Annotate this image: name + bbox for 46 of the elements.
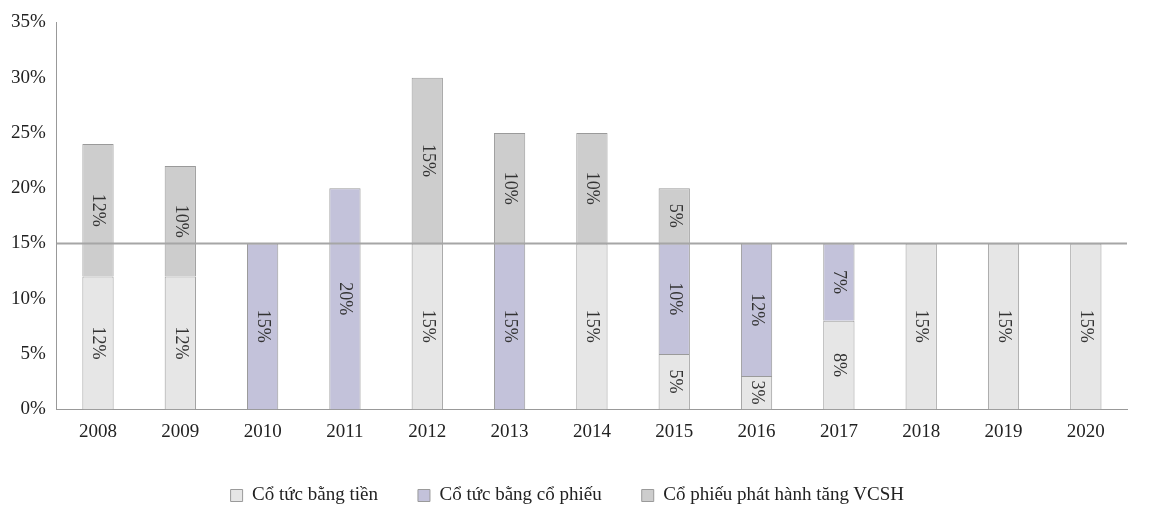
data-label: 10% — [500, 171, 521, 205]
y-tick-label: 5% — [20, 341, 46, 363]
x-tick-label: 2011 — [326, 419, 364, 441]
y-tick-label: 0% — [20, 397, 46, 419]
data-label: 15% — [418, 309, 439, 343]
data-label: 10% — [583, 171, 604, 205]
x-tick-label: 2017 — [819, 419, 858, 441]
data-label: 10% — [171, 204, 192, 238]
x-tick-label: 2015 — [655, 419, 694, 441]
y-tick-label: 10% — [11, 286, 46, 308]
data-label: 15% — [1077, 309, 1098, 343]
data-label: 12% — [89, 326, 110, 360]
legend-label: Cổ tức bằng cổ phiếu — [439, 483, 603, 505]
x-tick-label: 2016 — [737, 419, 776, 441]
y-tick-label: 30% — [11, 65, 46, 87]
data-label: 10% — [665, 282, 686, 316]
x-tick-label: 2008 — [78, 419, 117, 441]
data-label: 12% — [89, 193, 110, 227]
y-tick-label: 15% — [11, 231, 46, 253]
x-tick-label: 2019 — [984, 419, 1023, 441]
data-label: 15% — [418, 144, 439, 178]
x-tick-label: 2018 — [902, 419, 941, 441]
data-label: 15% — [583, 309, 604, 343]
x-tick-label: 2010 — [243, 419, 282, 441]
data-label: 15% — [253, 309, 274, 343]
data-label: 12% — [171, 326, 192, 360]
data-label: 3% — [747, 380, 768, 405]
x-tick-label: 2020 — [1066, 419, 1105, 441]
x-tick-label: 2013 — [490, 419, 529, 441]
data-label: 8% — [830, 352, 851, 377]
legend-label: Cổ phiếu phát hành tăng VCSH — [663, 483, 905, 505]
data-label: 15% — [500, 309, 521, 343]
y-tick-label: 20% — [11, 176, 46, 198]
data-label: 5% — [665, 203, 686, 228]
legend-label: Cổ tức bằng tiền — [252, 483, 379, 505]
data-label: 12% — [747, 293, 768, 327]
data-label: 15% — [994, 309, 1015, 343]
y-tick-label: 25% — [11, 120, 46, 142]
data-label: 7% — [830, 270, 851, 295]
x-tick-label: 2012 — [408, 419, 447, 441]
data-label: 5% — [665, 369, 686, 394]
data-label: 15% — [912, 309, 933, 343]
x-tick-label: 2009 — [161, 419, 200, 441]
y-tick-label: 35% — [11, 10, 46, 32]
data-label: 20% — [336, 282, 357, 316]
x-tick-label: 2014 — [572, 419, 612, 441]
